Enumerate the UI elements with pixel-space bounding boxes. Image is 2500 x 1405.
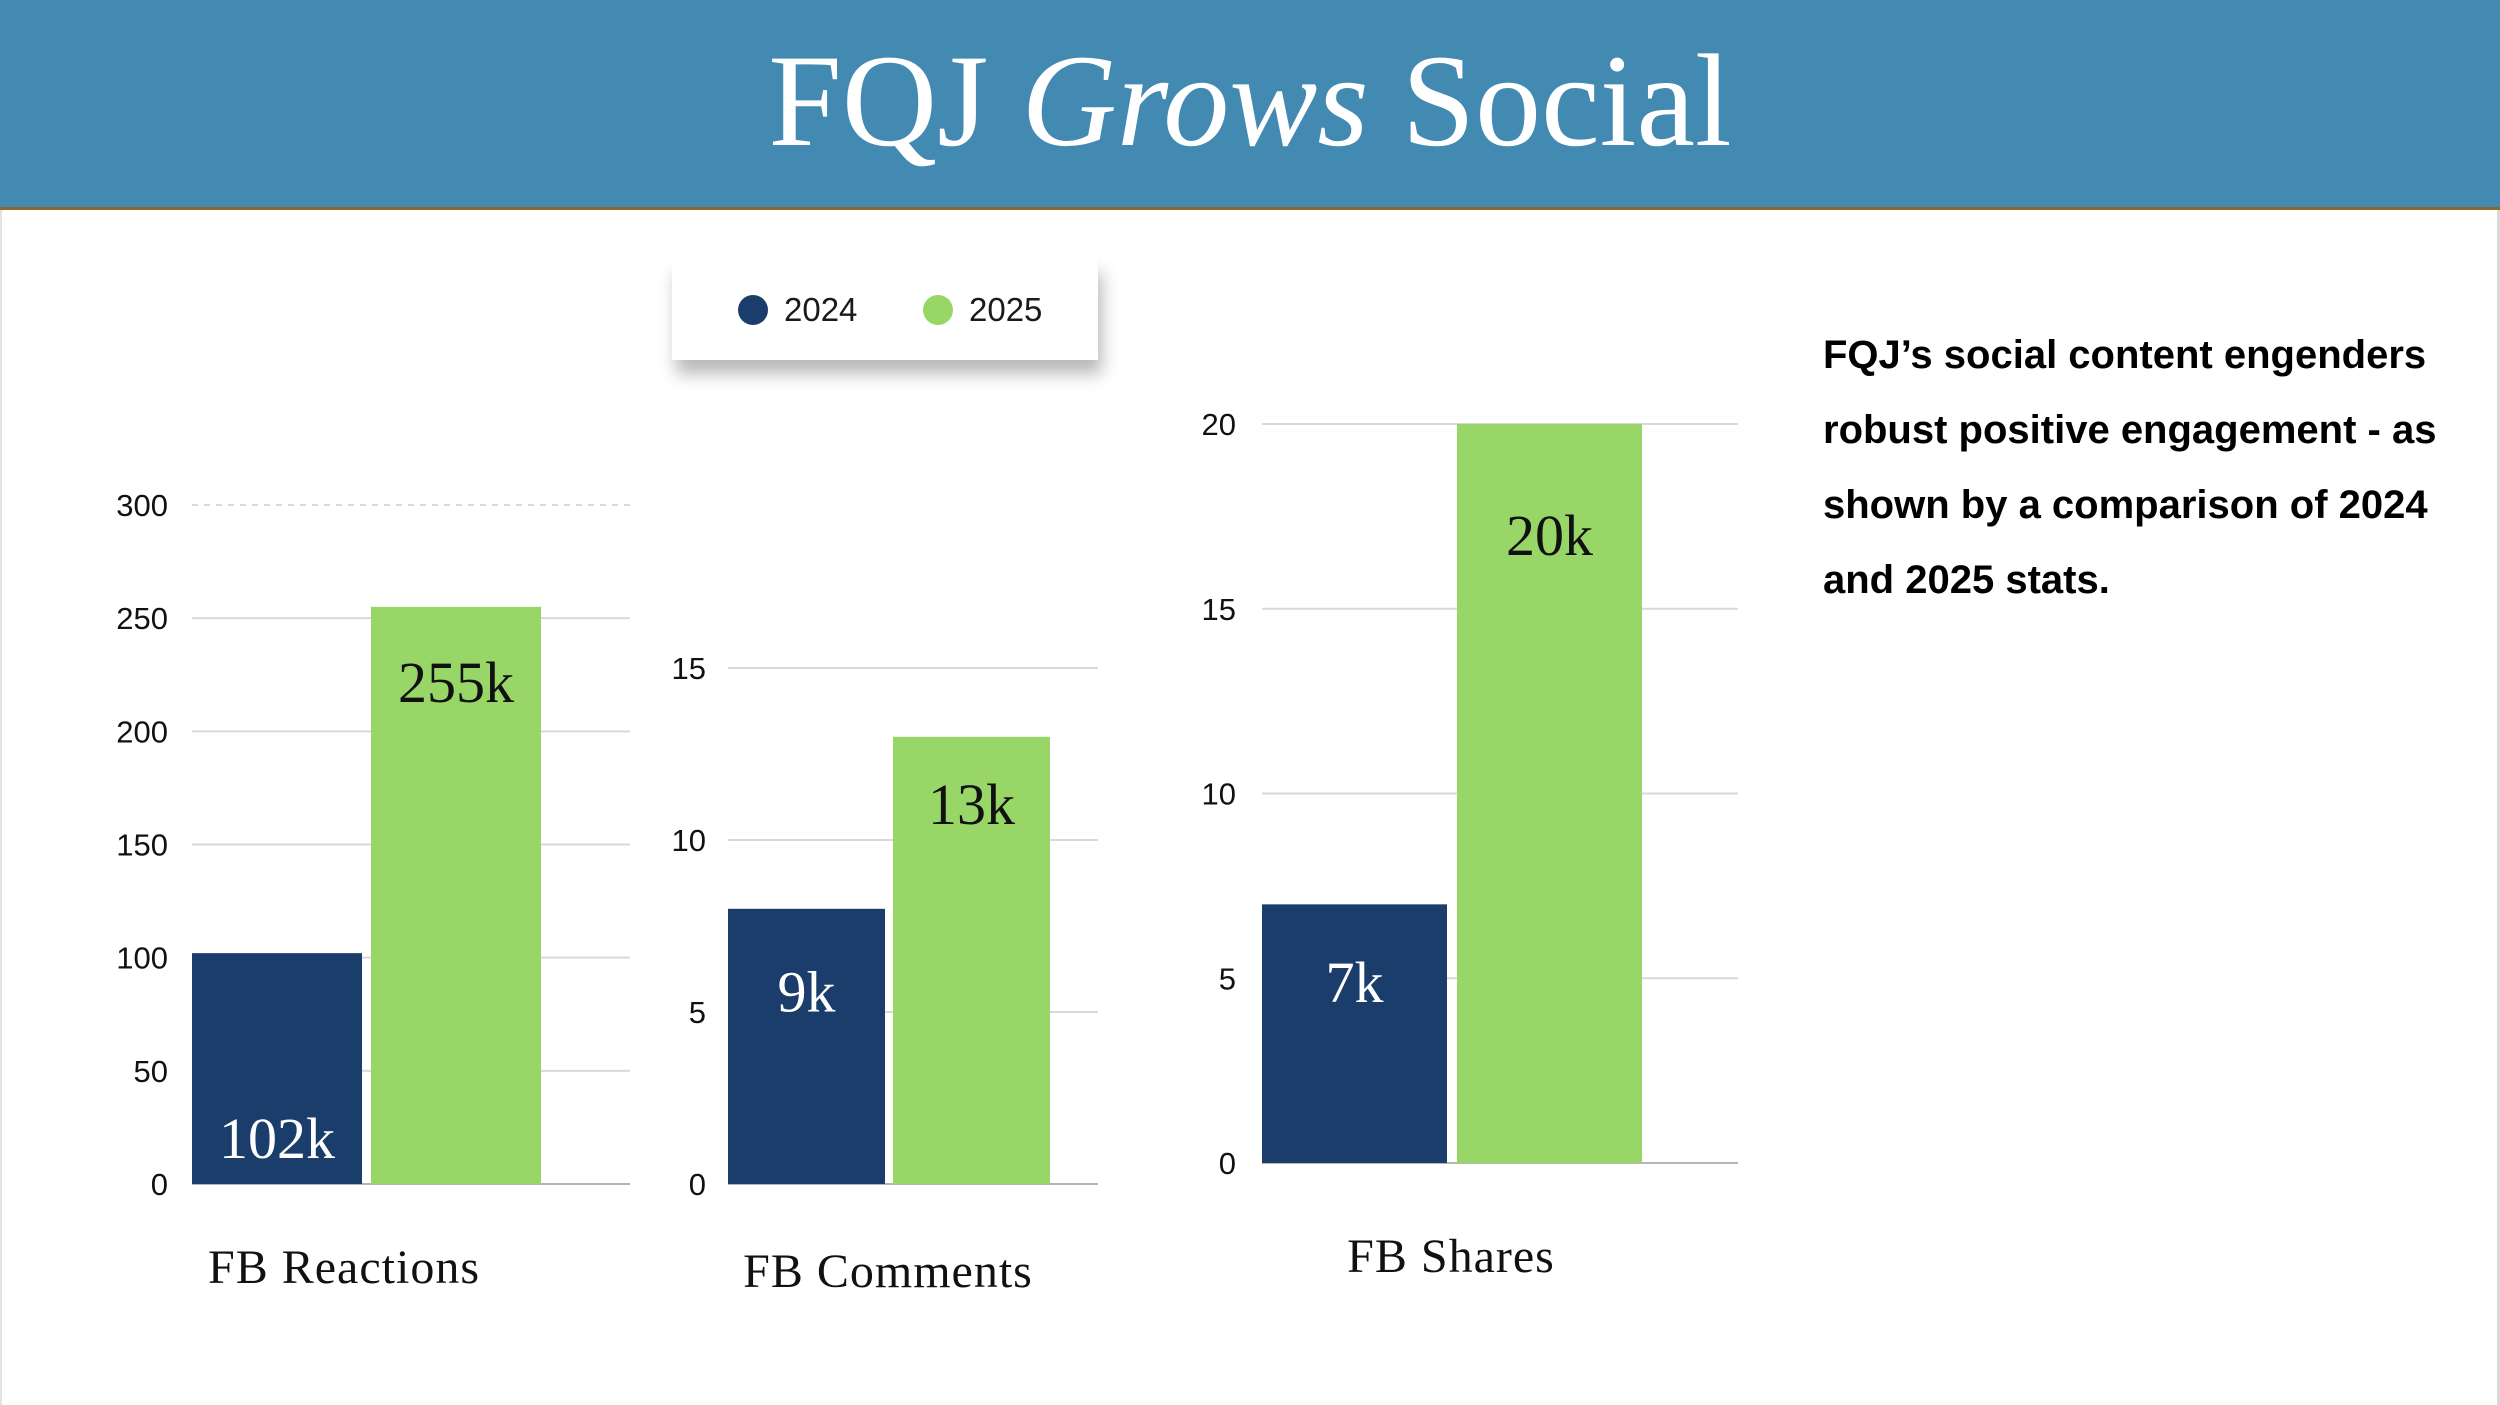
data-label-2025: 13k xyxy=(928,772,1015,837)
y-tick-label: 5 xyxy=(1219,961,1236,996)
bar-2024 xyxy=(728,908,885,1184)
x-axis-label: FB Shares xyxy=(1347,1230,1555,1283)
legend-swatch-2024 xyxy=(738,294,768,325)
bar-2024 xyxy=(1262,904,1447,1163)
chart-0: 0 50 100 150 200 250 300 102k 255k FB Reactions xyxy=(116,488,630,1294)
y-tick-label: 0 xyxy=(151,1167,168,1202)
bar-2025 xyxy=(1457,424,1642,1163)
data-label-2025: 255k xyxy=(398,650,514,715)
y-tick-label: 0 xyxy=(689,1167,706,1202)
legend-item-2025: 2025 xyxy=(923,259,1042,360)
legend-item-2024: 2024 xyxy=(738,259,857,360)
bar-2025 xyxy=(893,736,1050,1184)
y-tick-label: 200 xyxy=(116,714,168,749)
summary-caption: FQJ’s social content engenders robust po… xyxy=(1823,333,2437,602)
y-tick-label: 15 xyxy=(1202,592,1236,627)
data-label-2024: 9k xyxy=(778,959,836,1024)
x-axis-label: FB Comments xyxy=(743,1245,1033,1298)
data-label-2025: 20k xyxy=(1506,503,1593,568)
legend-swatch-2025 xyxy=(923,294,953,325)
chart-2: 0 5 10 15 20 7k 20k FB Shares xyxy=(1202,407,1738,1283)
y-tick-label: 0 xyxy=(1219,1146,1236,1181)
y-tick-label: 20 xyxy=(1202,407,1236,442)
y-tick-label: 300 xyxy=(116,488,168,523)
frame-edge-left xyxy=(0,210,2,1405)
title-word-social: Social xyxy=(1401,27,1732,174)
legend-label-2025: 2025 xyxy=(969,290,1043,328)
y-tick-label: 150 xyxy=(116,828,168,863)
chart-legend: 2024 2025 xyxy=(672,259,1098,360)
chart-1: 0 5 10 15 9k 13k FB Comments xyxy=(672,651,1098,1298)
data-label-2024: 102k xyxy=(219,1106,335,1171)
y-tick-label: 100 xyxy=(116,941,168,976)
title-word-grows: Grows xyxy=(1021,27,1369,174)
x-axis-label: FB Reactions xyxy=(208,1241,480,1294)
data-label-2024: 7k xyxy=(1326,950,1384,1015)
title-word-fqj: FQJ xyxy=(768,27,989,174)
frame-edge-right xyxy=(2497,210,2500,1405)
title-banner: FQJ Grows Social xyxy=(0,0,2500,210)
y-tick-label: 10 xyxy=(1202,777,1236,812)
bar-2025 xyxy=(371,606,541,1184)
legend-label-2024: 2024 xyxy=(784,290,858,328)
y-tick-label: 15 xyxy=(672,651,706,686)
page-title: FQJ Grows Social xyxy=(0,0,2500,176)
y-tick-label: 50 xyxy=(134,1054,168,1089)
y-tick-label: 250 xyxy=(116,601,168,636)
y-tick-label: 10 xyxy=(672,823,706,858)
bar-2024 xyxy=(192,953,362,1184)
y-tick-label: 5 xyxy=(689,995,706,1030)
